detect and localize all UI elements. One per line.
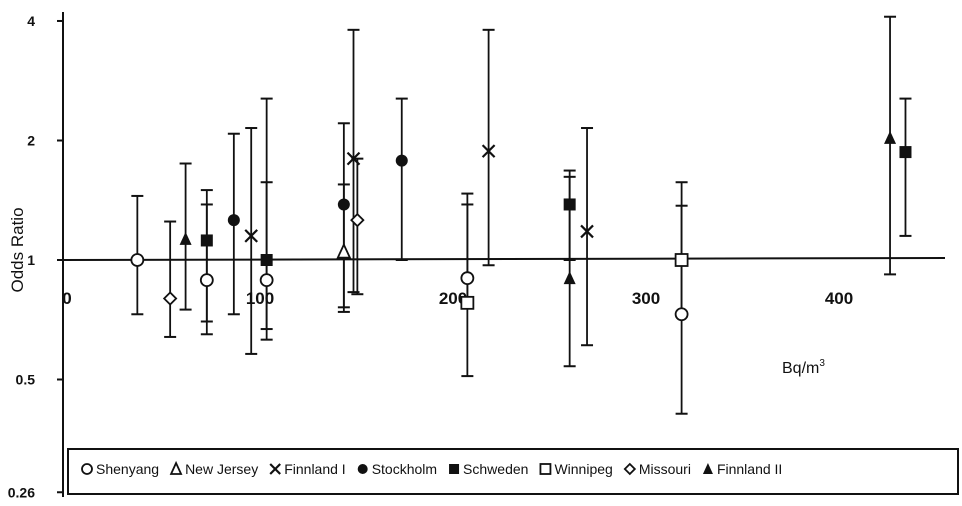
x-ticks: 0 100 200 300 400 [62, 289, 853, 308]
reference-line [62, 257, 946, 261]
y-tick-label: 1 [27, 252, 35, 268]
point-finnland-i [481, 144, 496, 158]
point-schweden [899, 146, 912, 159]
legend-items: Shenyang New Jersey Finnland I Stockholm Sch… [81, 460, 782, 477]
legend-marker-finnland-ii [702, 463, 713, 474]
error-bar-finnland-ii [884, 15, 897, 276]
error-bar-schweden [260, 97, 273, 341]
legend-item-stockholm: Stockholm [357, 461, 437, 477]
point-finnland-i [244, 229, 258, 243]
error-bar-finnland-i [581, 127, 594, 347]
legend: Shenyang New Jersey Finnland I Stockholm Sch… [67, 448, 959, 495]
unit-superscript: 3 [819, 358, 825, 369]
point-stockholm [227, 214, 240, 227]
legend-marker-missouri [623, 462, 637, 476]
point-finnland-ii [884, 130, 897, 144]
point-winnipeg [460, 295, 475, 310]
point-markers [130, 130, 912, 322]
legend-item-shenyang: Shenyang [81, 461, 159, 477]
point-shenyang [130, 253, 145, 267]
legend-label-finnland-i: Finnland I [284, 461, 345, 477]
point-schweden [200, 234, 213, 247]
point-finnland-ii [563, 271, 576, 285]
legend-box [67, 448, 959, 495]
x-tick-label: 400 [825, 289, 853, 308]
point-shenyang [259, 273, 274, 287]
unit-annotation: Bq/m3 [782, 358, 825, 377]
point-new-jersey [336, 242, 352, 259]
legend-label-winnipeg: Winnipeg [554, 461, 612, 477]
legend-item-finnland-i: Finnland I [269, 461, 346, 477]
point-shenyang [674, 307, 689, 322]
error-bars [131, 15, 912, 415]
legend-label-stockholm: Stockholm [372, 461, 437, 477]
error-bar-stockholm [395, 97, 408, 261]
legend-item-missouri: Missouri [623, 461, 691, 477]
legend-item-new-jersey: New Jersey [169, 460, 258, 477]
legend-label-schweden: Schweden [463, 461, 528, 477]
point-winnipeg [674, 253, 689, 267]
error-bar-winnipeg [461, 203, 474, 378]
error-bar-stockholm [337, 122, 350, 309]
point-shenyang [460, 271, 475, 286]
point-finnland-ii [179, 231, 192, 245]
x-tick-label: 300 [632, 289, 660, 308]
error-bar-finnland-i [482, 28, 495, 267]
y-tick-label: 0.26 [8, 484, 35, 500]
unit-text: Bq/m [782, 360, 819, 377]
legend-item-schweden: Schweden [449, 461, 528, 477]
point-missouri [162, 291, 178, 306]
error-bar-winnipeg [675, 181, 688, 318]
error-bar-schweden [899, 97, 912, 237]
error-bar-finnland-i [245, 127, 258, 355]
legend-marker-winnipeg [539, 463, 552, 475]
y-ticks: 0.26 0.5 1 2 4 [8, 13, 63, 500]
legend-marker-schweden [449, 464, 460, 474]
legend-marker-finnland-i [269, 463, 281, 475]
legend-label-new-jersey: New Jersey [185, 461, 258, 477]
point-finnland-i [580, 224, 594, 239]
x-tick-label: 100 [246, 289, 274, 308]
y-axis-title: Odds Ratio [8, 207, 27, 292]
legend-marker-shenyang [81, 463, 93, 475]
point-missouri [350, 212, 365, 228]
error-bar-missouri [164, 220, 177, 338]
axes [62, 12, 946, 497]
point-stockholm [395, 154, 408, 167]
point-schweden [260, 254, 273, 266]
point-stockholm [337, 198, 350, 211]
y-tick-label: 2 [27, 132, 35, 148]
point-shenyang [199, 273, 214, 287]
point-schweden [563, 198, 576, 211]
y-tick-label: 0.5 [16, 372, 36, 388]
legend-marker-stockholm [357, 464, 368, 474]
legend-label-missouri: Missouri [639, 461, 691, 477]
legend-label-finnland-ii: Finnland II [717, 461, 782, 477]
legend-item-finnland-ii: Finnland II [702, 461, 782, 477]
x-tick-label: 0 [62, 289, 71, 308]
legend-label-shenyang: Shenyang [96, 461, 159, 477]
error-bar-schweden [200, 189, 213, 323]
y-tick-label: 4 [27, 13, 35, 29]
x-tick-label: 200 [439, 289, 467, 308]
point-finnland-i [346, 151, 361, 166]
legend-item-winnipeg: Winnipeg [539, 461, 613, 477]
legend-marker-new-jersey [169, 460, 183, 475]
